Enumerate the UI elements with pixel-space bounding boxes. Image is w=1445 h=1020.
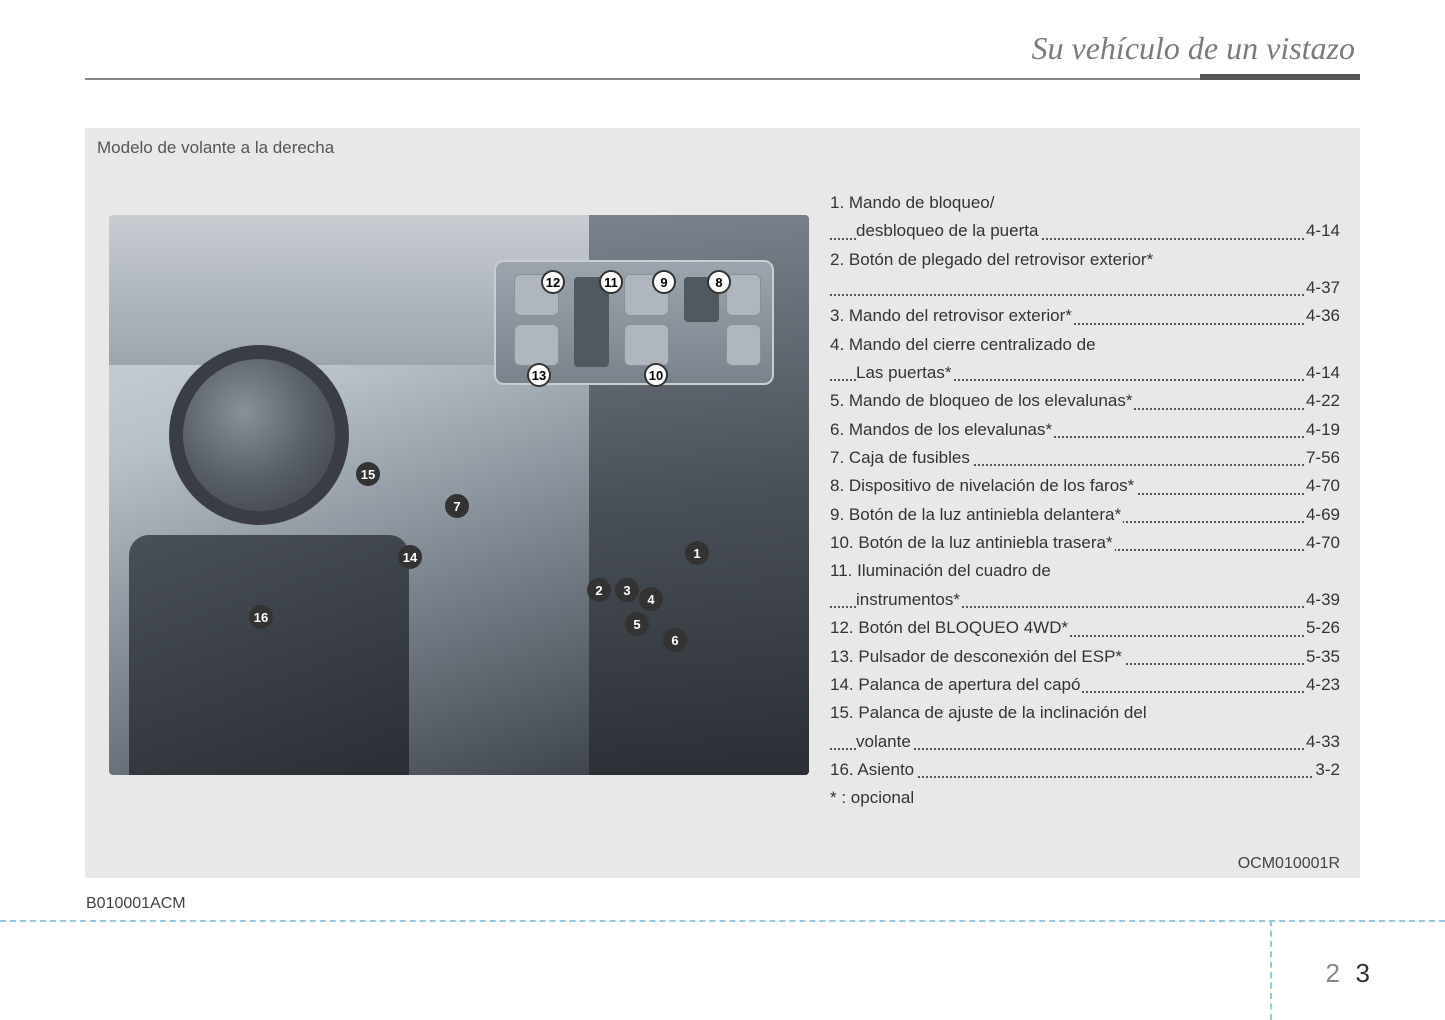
list-item-continuation: Las puertas*4-14 [830, 360, 1340, 386]
list-item: 9. Botón de la luz antiniebla delantera*… [830, 502, 1340, 528]
seat-shape [129, 535, 409, 775]
list-item: 8. Dispositivo de nivelación de los faro… [830, 473, 1340, 499]
reference-list: 1. Mando de bloqueo/desbloqueo de la pue… [830, 190, 1340, 814]
page-header: Su vehículo de un vistazo [1032, 30, 1355, 67]
callout-3: 3 [615, 578, 639, 602]
list-item: 13. Pulsador de desconexión del ESP*5-35 [830, 644, 1340, 670]
inset-button [624, 324, 669, 366]
list-item-continuation: instrumentos*4-39 [830, 587, 1340, 613]
page-number: 3 [1356, 958, 1370, 989]
crop-line-horizontal [0, 920, 1445, 922]
callout-12: 12 [541, 270, 565, 294]
vehicle-illustration: 12345678910111213141516 [109, 215, 809, 775]
list-item: 6. Mandos de los elevalunas*4-19 [830, 417, 1340, 443]
inset-button [726, 274, 761, 316]
optional-note: * : opcional [830, 785, 1340, 811]
inset-button [514, 324, 559, 366]
list-item: 5. Mando de bloqueo de los elevalunas*4-… [830, 388, 1340, 414]
callout-2: 2 [587, 578, 611, 602]
page-section: 2 [1326, 958, 1340, 989]
list-item: 16. Asiento3-2 [830, 757, 1340, 783]
list-item: 11. Iluminación del cuadro de [830, 558, 1340, 584]
list-item: 3. Mando del retrovisor exterior*4-36 [830, 303, 1340, 329]
list-item-continuation: desbloqueo de la puerta4-14 [830, 218, 1340, 244]
panel-title: Modelo de volante a la derecha [97, 138, 334, 158]
list-item: 1. Mando de bloqueo/ [830, 190, 1340, 216]
list-item-continuation: 4-37 [830, 275, 1340, 301]
crop-line-vertical [1270, 920, 1272, 1020]
steering-wheel-shape [169, 345, 349, 525]
header-rule-accent [1200, 74, 1360, 80]
callout-7: 7 [445, 494, 469, 518]
header-rule [85, 78, 1360, 80]
callout-9: 9 [652, 270, 676, 294]
callout-15: 15 [356, 462, 380, 486]
callout-16: 16 [249, 605, 273, 629]
callout-1: 1 [685, 541, 709, 565]
callout-5: 5 [625, 612, 649, 636]
callout-10: 10 [644, 363, 668, 387]
list-item: 14. Palanca de apertura del capó4-23 [830, 672, 1340, 698]
list-item: 7. Caja de fusibles7-56 [830, 445, 1340, 471]
list-item: 4. Mando del cierre centralizado de [830, 332, 1340, 358]
list-item: 10. Botón de la luz antiniebla trasera*4… [830, 530, 1340, 556]
list-item-continuation: volante4-33 [830, 729, 1340, 755]
callout-14: 14 [398, 545, 422, 569]
callout-4: 4 [639, 587, 663, 611]
list-item: 2. Botón de plegado del retrovisor exter… [830, 247, 1340, 273]
figure-code-right: OCM010001R [1238, 855, 1340, 873]
callout-11: 11 [599, 270, 623, 294]
figure-code-left: B010001ACM [86, 895, 186, 913]
callout-13: 13 [527, 363, 551, 387]
inset-button [726, 324, 761, 366]
callout-8: 8 [707, 270, 731, 294]
list-item: 12. Botón del BLOQUEO 4WD*5-26 [830, 615, 1340, 641]
list-item: 15. Palanca de ajuste de la inclinación … [830, 700, 1340, 726]
callout-6: 6 [663, 628, 687, 652]
